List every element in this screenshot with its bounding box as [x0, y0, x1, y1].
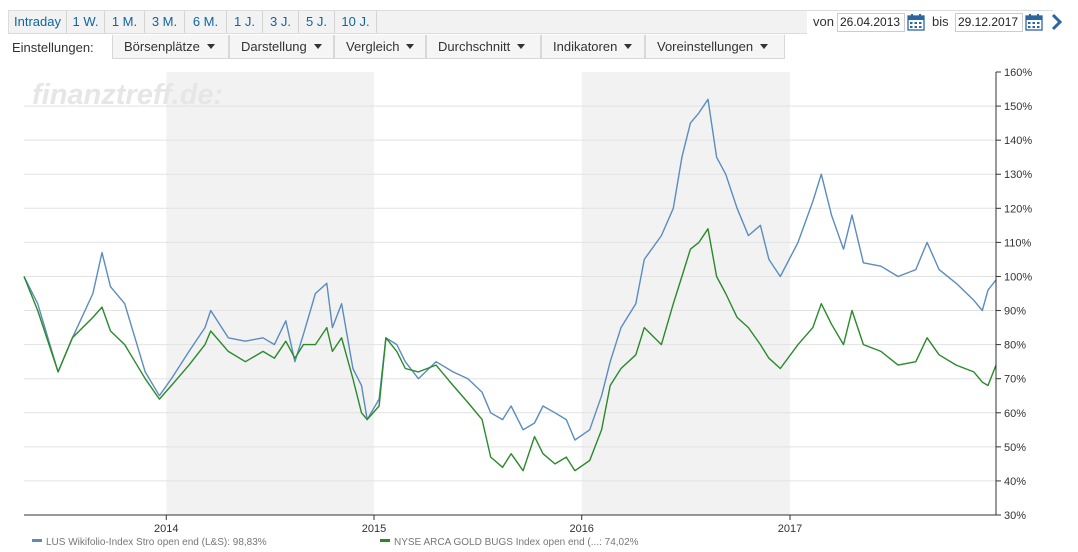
caret-down-icon	[313, 44, 322, 49]
menu-exchanges[interactable]: Börsenplätze	[112, 35, 229, 59]
date-range: von 26.04.2013 bis 29.12.2017	[807, 11, 1069, 35]
y-tick-label: 120%	[1004, 203, 1032, 215]
caret-down-icon	[406, 44, 415, 49]
y-tick-label: 140%	[1004, 135, 1032, 147]
menu-compare[interactable]: Vergleich	[334, 35, 426, 59]
period-intraday[interactable]: Intraday	[9, 11, 67, 33]
menu-label: Durchschnitt	[438, 39, 511, 54]
legend-swatch	[380, 539, 390, 542]
x-tick-label: 2014	[154, 523, 178, 535]
menu-label: Vergleich	[346, 39, 400, 54]
legend-swatch	[32, 539, 42, 542]
y-tick-label: 150%	[1004, 101, 1032, 113]
y-tick-label: 40%	[1004, 476, 1026, 488]
series-line-1	[23, 98, 997, 441]
chevron-right-icon[interactable]	[1049, 12, 1065, 32]
period-10-years[interactable]: 10 J.	[335, 11, 377, 33]
menu-label: Voreinstellungen	[657, 39, 754, 54]
y-tick-label: 160%	[1004, 67, 1032, 79]
menu-indicators[interactable]: Indikatoren	[541, 35, 645, 59]
settings-toolbar: Einstellungen: Börsenplätze Darstellung …	[8, 35, 788, 59]
caret-down-icon	[624, 44, 633, 49]
x-tick-label: 2016	[569, 523, 593, 535]
period-3-months[interactable]: 3 M.	[145, 11, 185, 33]
watermark-logo: finanztreff.de:	[32, 79, 223, 111]
from-label: von	[813, 14, 834, 29]
period-6-months[interactable]: 6 M.	[185, 11, 227, 33]
y-tick-label: 70%	[1004, 374, 1026, 386]
menu-label: Darstellung	[241, 39, 307, 54]
from-date-input[interactable]: 26.04.2013	[837, 13, 905, 32]
period-toolbar: Intraday 1 W. 1 M. 3 M. 6 M. 1 J. 3 J. 5…	[8, 10, 1069, 35]
calendar-icon[interactable]	[1025, 14, 1043, 31]
to-date-input[interactable]: 29.12.2017	[955, 13, 1023, 32]
price-chart[interactable]: finanztreff.de: 30% 40% 50% 60% 70% 80% 90% 100…	[0, 60, 1078, 536]
menu-display[interactable]: Darstellung	[229, 35, 334, 59]
y-tick-label: 80%	[1004, 340, 1026, 352]
legend-item-series-2: NYSE ARCA GOLD BUGS Index open end (...:…	[380, 537, 639, 551]
period-1-week[interactable]: 1 W.	[67, 11, 105, 33]
menu-label: Indikatoren	[553, 39, 618, 54]
year-band	[581, 72, 790, 515]
legend-label: NYSE ARCA GOLD BUGS Index open end (...:…	[394, 537, 639, 548]
caret-down-icon	[206, 44, 215, 49]
series-line-2	[23, 228, 997, 472]
period-5-years[interactable]: 5 J.	[299, 11, 335, 33]
settings-label: Einstellungen:	[12, 40, 94, 55]
y-tick-label: 50%	[1004, 442, 1026, 454]
period-1-year[interactable]: 1 J.	[227, 11, 263, 33]
legend-item-series-1: LUS Wikifolio-Index Stro open end (L&S):…	[32, 537, 267, 551]
caret-down-icon	[517, 44, 526, 49]
y-tick-label: 110%	[1004, 237, 1032, 249]
caret-down-icon	[760, 44, 769, 49]
period-1-month[interactable]: 1 M.	[105, 11, 145, 33]
y-tick-label: 30%	[1004, 510, 1026, 522]
year-band	[166, 72, 374, 515]
period-3-years[interactable]: 3 J.	[263, 11, 299, 33]
x-tick-label: 2015	[362, 523, 386, 535]
to-label: bis	[932, 14, 949, 29]
calendar-icon[interactable]	[907, 14, 925, 31]
y-tick-label: 130%	[1004, 169, 1032, 181]
menu-presets[interactable]: Voreinstellungen	[645, 35, 785, 59]
x-tick-label: 2017	[778, 523, 802, 535]
y-tick-label: 60%	[1004, 408, 1026, 420]
y-tick-label: 90%	[1004, 306, 1026, 318]
legend-label: LUS Wikifolio-Index Stro open end (L&S):…	[46, 537, 267, 548]
menu-label: Börsenplätze	[124, 39, 200, 54]
y-tick-label: 100%	[1004, 271, 1032, 283]
menu-average[interactable]: Durchschnitt	[426, 35, 541, 59]
